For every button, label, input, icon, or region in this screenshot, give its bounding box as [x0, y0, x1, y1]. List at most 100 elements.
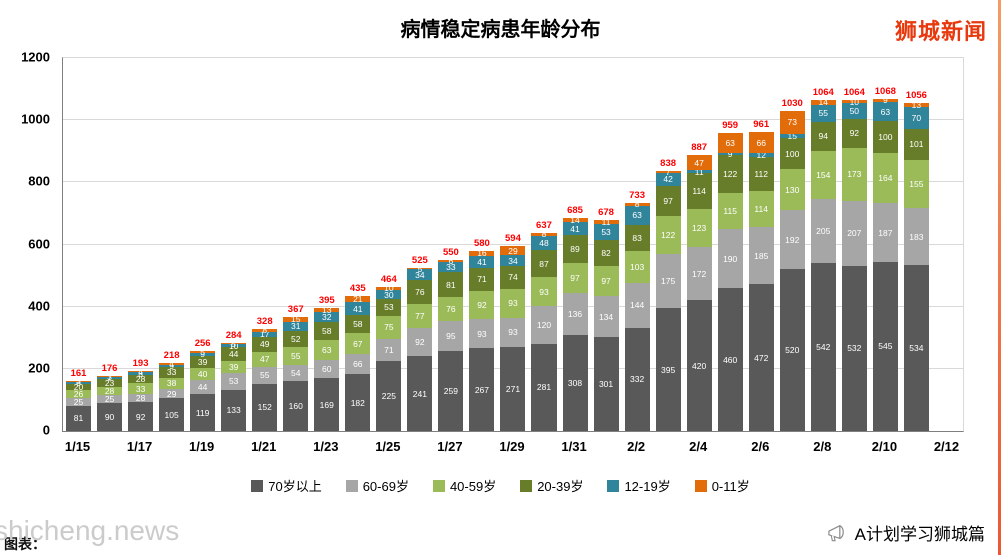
total-value-label: 395 [318, 295, 335, 307]
segment-value-label: 241 [412, 388, 427, 399]
bar-column: 105 29 38 33 9 4 218 [156, 58, 187, 431]
segment-value-label: 41 [477, 256, 487, 267]
segment-value-label: 5 [231, 338, 237, 349]
bar-segment: 190 [717, 228, 743, 289]
gridline [63, 181, 963, 183]
total-value-label: 887 [691, 142, 708, 154]
bar-segment: 77 [407, 303, 433, 328]
bar-segment: 93 [469, 319, 495, 349]
total-value-label: 1056 [905, 89, 927, 101]
legend-swatch [251, 479, 264, 492]
segment-value-label: 28 [135, 373, 146, 384]
segment-value-label: 115 [723, 205, 737, 216]
bar-segment: 155 [903, 159, 929, 209]
segment-value-label: 92 [135, 411, 146, 422]
bar-segment: 32 [314, 312, 340, 323]
total-value-label: 1064 [843, 87, 865, 99]
bar-segment: 28 [128, 373, 154, 384]
segment-value-label: 271 [505, 383, 521, 394]
segment-value-label: 28 [135, 392, 146, 403]
y-tick-label: 200 [28, 360, 50, 376]
segment-value-label: 33 [135, 383, 146, 394]
bar-segment: 71 [469, 268, 495, 291]
total-value-label: 256 [194, 338, 211, 350]
segment-value-label: 66 [353, 358, 363, 369]
segment-value-label: 90 [104, 411, 115, 422]
bar-segment: 23 [97, 379, 123, 387]
bar-segment: 3 [97, 373, 123, 381]
segment-value-label: 21 [353, 293, 363, 304]
total-value-label: 838 [660, 157, 677, 169]
segment-value-label: 17 [259, 328, 270, 339]
segment-value-label: 9 [169, 360, 174, 371]
bar-segment: 332 [624, 327, 650, 431]
bar-segment: 55 [810, 104, 836, 122]
segment-value-label: 460 [723, 354, 738, 365]
bar-segment: 41 [345, 302, 371, 316]
segment-value-label: 76 [446, 303, 456, 314]
bar-column: 542 205 154 94 55 14 1064 [808, 58, 839, 431]
total-value-label: 637 [536, 220, 552, 231]
bar-segment: 66 [748, 132, 774, 153]
segment-value-label: 71 [384, 344, 394, 355]
bar-segment: 105 [159, 398, 185, 431]
bar-segment: 182 [345, 374, 371, 431]
bar-segment: 92 [841, 118, 867, 148]
bar-segment: 34 [407, 269, 433, 280]
legend-item: 0-11岁 [694, 476, 750, 495]
segment-value-label: 30 [384, 289, 394, 300]
bar-segment: 93 [500, 288, 526, 318]
segment-value-label: 75 [384, 322, 394, 333]
bar-segment: 25 [97, 395, 123, 404]
x-tick-label: 1/29 [499, 439, 525, 454]
branding-text: A计划学习狮城篇 [854, 525, 985, 544]
segment-value-label: 48 [539, 237, 549, 248]
segment-value-label: 308 [567, 377, 583, 388]
bar-segment: 90 [97, 403, 123, 431]
bar-segment: 183 [903, 208, 929, 266]
segment-value-label: 420 [692, 360, 707, 371]
bar-stack: 105 29 38 33 9 4 [159, 360, 185, 431]
bar-segment: 52 [283, 331, 309, 348]
x-axis: 1/15 1/17 1/19 1/21 1/23 1/25 1/27 1/29 1/31 2/2 2… [62, 439, 962, 457]
bar-segment: 47 [252, 352, 278, 367]
segment-value-label: 207 [847, 228, 862, 239]
x-tick-label: 2/10 [871, 439, 898, 454]
total-value-label: 161 [70, 367, 87, 379]
gridline [63, 57, 963, 58]
segment-value-label: 3 [76, 376, 81, 387]
bar-column: 267 93 92 71 41 16 580 [466, 58, 497, 431]
bar-segment: 112 [748, 156, 774, 192]
x-tick-label: 1/25 [375, 439, 401, 454]
bar-segment: 44 [221, 347, 247, 362]
y-tick-label: 1000 [21, 111, 50, 127]
bar-stack: 160 54 55 52 31 15 [283, 315, 309, 431]
bar-column: 169 60 63 58 32 13 395 [311, 58, 342, 431]
segment-value-label: 10 [384, 283, 394, 294]
bar-stack: 420 172 123 114 11 47 [686, 155, 712, 431]
segment-value-label: 87 [539, 258, 549, 269]
legend-label: 20-39岁 [537, 479, 584, 494]
total-value-label: 284 [225, 329, 242, 341]
bar-segment: 267 [469, 348, 495, 431]
segment-value-label: 190 [723, 253, 738, 264]
segment-value-label: 40 [197, 368, 208, 379]
bar-segment: 7 [97, 374, 123, 382]
chart-caption: 图表： [4, 536, 46, 552]
bar-column: 259 95 76 81 33 6 550 [435, 58, 466, 431]
segment-value-label: 82 [601, 247, 611, 258]
legend-item: 12-19岁 [607, 476, 671, 495]
segment-value-label: 66 [756, 137, 766, 148]
bar-segment: 301 [593, 337, 619, 431]
bar-segment: 21 [345, 293, 371, 304]
legend-item: 40-59岁 [432, 476, 496, 495]
segment-value-label: 47 [259, 354, 270, 365]
segment-value-label: 532 [847, 343, 862, 354]
total-value-label: 193 [132, 358, 149, 370]
bar-segment: 47 [686, 155, 712, 170]
legend-swatch [520, 479, 533, 492]
segment-value-label: 70 [911, 112, 922, 123]
segment-value-label: 13 [322, 305, 332, 316]
bar-stack: 520 192 130 100 15 73 [779, 110, 805, 431]
bar-column [932, 58, 963, 431]
